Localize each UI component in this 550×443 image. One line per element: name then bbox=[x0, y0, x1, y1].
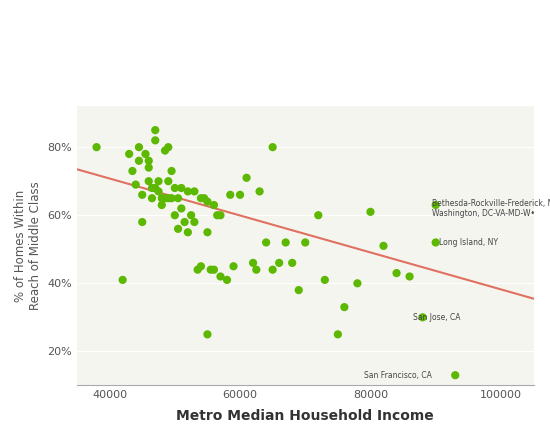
Point bbox=[151, 127, 160, 134]
Point bbox=[144, 157, 153, 164]
Point bbox=[144, 178, 153, 185]
Point bbox=[249, 259, 257, 266]
Point bbox=[184, 229, 192, 236]
Point bbox=[170, 212, 179, 219]
Point bbox=[144, 164, 153, 171]
Point bbox=[138, 191, 147, 198]
Point bbox=[223, 276, 232, 284]
Point bbox=[196, 263, 205, 270]
X-axis label: Metro Median Household Income: Metro Median Household Income bbox=[177, 408, 434, 423]
Point bbox=[235, 191, 244, 198]
Point bbox=[203, 229, 212, 236]
Point bbox=[206, 266, 215, 273]
Point bbox=[125, 151, 134, 158]
Point bbox=[135, 157, 144, 164]
Point bbox=[288, 259, 296, 266]
Point bbox=[216, 212, 225, 219]
Point bbox=[392, 269, 401, 276]
Point bbox=[268, 144, 277, 151]
Point bbox=[255, 188, 264, 195]
Point bbox=[151, 184, 160, 191]
Point bbox=[333, 331, 342, 338]
Point bbox=[200, 194, 208, 202]
Point bbox=[314, 212, 323, 219]
Point bbox=[161, 194, 169, 202]
Point bbox=[366, 208, 375, 215]
Point bbox=[405, 273, 414, 280]
Point bbox=[190, 188, 199, 195]
Point bbox=[418, 314, 427, 321]
Point bbox=[161, 147, 169, 154]
Point bbox=[147, 194, 156, 202]
Point bbox=[451, 372, 460, 379]
Text: Bethesda-Rockville-Frederick, MD: Bethesda-Rockville-Frederick, MD bbox=[432, 199, 550, 208]
Text: San Jose, CA: San Jose, CA bbox=[413, 313, 460, 322]
Point bbox=[431, 239, 440, 246]
Point bbox=[321, 276, 329, 284]
Text: ♀: ♀ bbox=[13, 33, 31, 57]
Text: trulia: trulia bbox=[63, 31, 147, 58]
Point bbox=[164, 178, 173, 185]
Text: Washington, DC-VA-MD-W•: Washington, DC-VA-MD-W• bbox=[432, 209, 535, 218]
Point bbox=[186, 212, 196, 219]
Point bbox=[131, 181, 140, 188]
Point bbox=[167, 194, 176, 202]
Point bbox=[379, 242, 388, 249]
Point bbox=[177, 184, 186, 191]
Point bbox=[177, 205, 186, 212]
Point bbox=[157, 194, 166, 202]
Point bbox=[92, 144, 101, 151]
Point bbox=[203, 198, 212, 205]
Point bbox=[229, 263, 238, 270]
Point bbox=[138, 218, 147, 225]
Point bbox=[167, 167, 176, 175]
Point bbox=[180, 218, 189, 225]
Point bbox=[174, 194, 183, 202]
Point bbox=[196, 194, 205, 202]
Point bbox=[203, 331, 212, 338]
Point bbox=[353, 280, 362, 287]
Point bbox=[147, 184, 156, 191]
Point bbox=[281, 239, 290, 246]
Point bbox=[275, 259, 284, 266]
Point bbox=[242, 174, 251, 181]
Point bbox=[294, 287, 303, 294]
Point bbox=[151, 137, 160, 144]
Point bbox=[190, 218, 199, 225]
Point bbox=[210, 202, 218, 209]
Point bbox=[226, 191, 235, 198]
Point bbox=[174, 225, 183, 233]
Text: San Francisco, CA: San Francisco, CA bbox=[364, 371, 432, 380]
Point bbox=[184, 188, 192, 195]
Point bbox=[210, 266, 218, 273]
Point bbox=[262, 239, 271, 246]
Point bbox=[193, 266, 202, 273]
Point bbox=[213, 212, 222, 219]
Point bbox=[301, 239, 310, 246]
Point bbox=[154, 188, 163, 195]
Point bbox=[157, 202, 166, 209]
Point bbox=[141, 151, 150, 158]
Point bbox=[268, 266, 277, 273]
Point bbox=[128, 167, 137, 175]
Point bbox=[431, 202, 440, 209]
Point bbox=[216, 273, 225, 280]
Point bbox=[164, 194, 173, 202]
Point bbox=[118, 276, 127, 284]
Text: Housing Affordability and
Household Income: Housing Affordability and Household Inco… bbox=[204, 23, 424, 58]
Y-axis label: % of Homes Within
Reach of Middle Class: % of Homes Within Reach of Middle Class bbox=[14, 182, 42, 310]
Point bbox=[252, 266, 261, 273]
Point bbox=[164, 144, 173, 151]
Point bbox=[170, 184, 179, 191]
Point bbox=[135, 144, 144, 151]
Text: Long Island, NY: Long Island, NY bbox=[439, 238, 498, 247]
Point bbox=[340, 303, 349, 311]
Point bbox=[154, 178, 163, 185]
